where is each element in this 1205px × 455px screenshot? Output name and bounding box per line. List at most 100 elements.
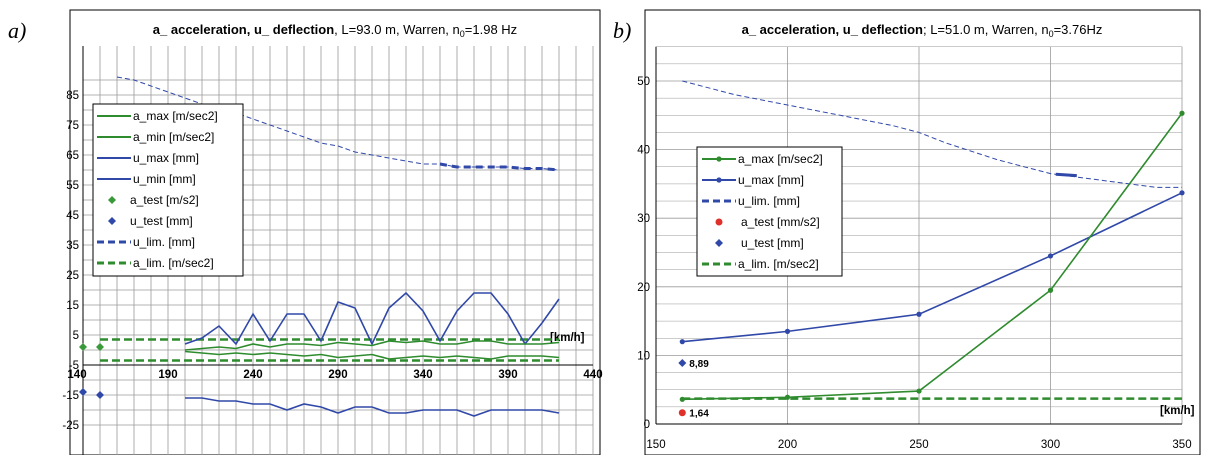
a-max-point: [784, 394, 791, 400]
a-max-point: [916, 388, 922, 394]
title-tail: =3.76Hz: [1054, 22, 1103, 37]
y-tick-label: 85: [66, 90, 79, 102]
y-tick-label: 75: [66, 120, 79, 132]
y-tick-label: 15: [66, 300, 79, 312]
legend-item: a_lim. [m/sec2]: [702, 257, 819, 271]
legend-marker: [715, 218, 723, 226]
panel-b: b) a_ acceleration, u_ deflection; L=51.0…: [613, 9, 1201, 455]
series-u-max-line: [184, 291, 560, 346]
legend-label: a_test [m/s2]: [130, 193, 199, 207]
series-u-lim-heavy-segment: [1055, 172, 1077, 178]
title-subscript: 0: [460, 29, 465, 39]
legend-label: u_test [mm]: [130, 214, 193, 228]
legend-marker: [108, 196, 116, 204]
legend-item: u_lim. [mm]: [702, 194, 800, 208]
legend-label: u_lim. [mm]: [133, 235, 195, 249]
y-tick-label: 35: [66, 240, 79, 252]
title-rest: ; L=51.0 m, Warren, n: [923, 22, 1049, 37]
legend-box: [696, 146, 843, 277]
y-tick-label: 40: [637, 145, 650, 157]
legend-item: u_test [mm]: [108, 214, 193, 228]
panel-label: a): [8, 18, 26, 43]
series-u-lim-line: [682, 80, 1182, 188]
a-test-point: [79, 343, 87, 351]
y-tick-label: 65: [66, 150, 79, 162]
title-subscript: 0: [1049, 29, 1054, 39]
legend-item: a_min [m/sec2]: [97, 130, 214, 144]
legend-label: a_max [m/sec2]: [133, 109, 218, 123]
y-tick-label: -5: [69, 360, 79, 372]
legend-item: u_min [mm]: [97, 172, 196, 186]
u-max-point: [1179, 190, 1185, 196]
u-test-point: [96, 391, 104, 399]
legend-marker: [716, 177, 722, 183]
legend-item: u_lim. [mm]: [97, 235, 195, 249]
title-tail: =1.98 Hz: [465, 22, 517, 37]
series-u-min-line: [185, 397, 560, 417]
title-bold: a_ acceleration, u_ deflection: [153, 22, 334, 37]
x-tick-label: 240: [243, 369, 262, 381]
panel-label: b): [613, 18, 631, 43]
u-max-point: [784, 328, 791, 334]
legend-item: u_max [mm]: [702, 173, 804, 187]
x-tick-label: 340: [413, 369, 432, 381]
data-label: 8,89: [689, 359, 709, 370]
u-test-point: [678, 359, 687, 368]
a-max-point: [679, 396, 685, 402]
y-tick-label: 55: [66, 180, 79, 192]
legend: a_max [m/sec2] u_max [mm] u_lim. [mm] a_tes…: [696, 146, 843, 277]
legend-label: u_lim. [mm]: [738, 194, 800, 208]
y-tick-label: -25: [62, 420, 79, 432]
y-tick-label: 0: [644, 419, 650, 431]
legend-item: a_test [m/s2]: [108, 193, 199, 207]
series-a-max-line: [184, 340, 560, 351]
legend-item: a_max [m/sec2]: [97, 109, 218, 123]
x-tick-label: 440: [583, 369, 602, 381]
x-tick-label: 390: [498, 369, 517, 381]
a-test-point: [96, 343, 104, 351]
x-tick-label: 250: [909, 439, 928, 451]
series-u-lim-line: [116, 76, 560, 171]
legend-item: u_max [mm]: [97, 151, 199, 165]
legend-marker: [715, 239, 723, 247]
a-max-point: [1047, 287, 1054, 293]
u-max-point: [916, 311, 922, 317]
title-bold: a_ acceleration, u_ deflection: [742, 22, 923, 37]
u-max-point: [1047, 253, 1054, 259]
y-tick-label: -15: [62, 390, 79, 402]
series-a-min-line: [184, 350, 560, 360]
legend-label: u_min [mm]: [133, 172, 196, 186]
x-tick-label: 350: [1172, 439, 1191, 451]
chart-title: a_ acceleration, u_ deflection, L=93.0 m…: [153, 22, 517, 39]
y-tick-label: 10: [637, 350, 650, 362]
x-tick-label: 140: [67, 369, 86, 381]
x-tick-label: 300: [1041, 439, 1060, 451]
data-label: 1,64: [689, 409, 709, 420]
legend-label: a_max [m/sec2]: [738, 152, 823, 166]
x-tick-label: 200: [778, 439, 797, 451]
legend-marker: [716, 156, 722, 162]
legend-marker: [108, 217, 116, 225]
legend-label: u_max [mm]: [738, 173, 804, 187]
legend-item: a_test [mm/s2]: [715, 215, 820, 229]
y-tick-label: 50: [637, 76, 650, 88]
x-tick-label: 290: [328, 369, 347, 381]
legend-item: u_test [mm]: [715, 236, 804, 250]
a-test-point: [678, 409, 686, 417]
legend-item: a_max [m/sec2]: [702, 152, 823, 166]
panel-a: a) a_ acceleration, u_ deflection, L=93.0…: [8, 9, 603, 455]
x-tick-label: 190: [158, 369, 177, 381]
chart-title: a_ acceleration, u_ deflection; L=51.0 m…: [742, 22, 1103, 39]
y-tick-label: 20: [637, 282, 650, 294]
legend-label: u_max [mm]: [133, 151, 199, 165]
title-rest: , L=93.0 m, Warren, n: [334, 22, 460, 37]
y-tick-label: 30: [637, 213, 650, 225]
legend-label: a_test [mm/s2]: [741, 215, 820, 229]
legend-label: a_lim. [m/sec2]: [133, 256, 214, 270]
a-max-point: [1179, 110, 1185, 116]
x-tick-label: 150: [646, 439, 665, 451]
y-tick-label: 5: [73, 330, 79, 342]
u-test-point: [79, 388, 87, 396]
x-unit-label: [km/h]: [1160, 405, 1195, 417]
